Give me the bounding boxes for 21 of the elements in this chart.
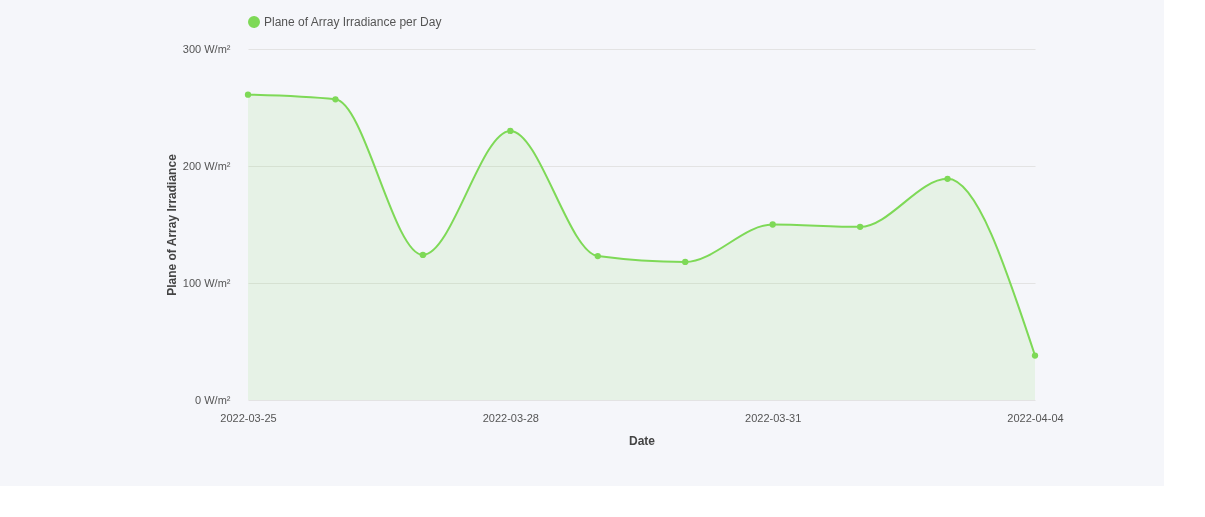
point — [332, 96, 339, 103]
x-tick-label: 2022-03-25 — [220, 411, 277, 424]
x-tick-label: 2022-04-04 — [1007, 411, 1064, 424]
point — [682, 258, 689, 266]
point — [769, 221, 776, 228]
point — [507, 127, 514, 135]
y-tick-label: 0 W/m² — [195, 393, 231, 406]
y-tick-label: 300 W/m² — [182, 42, 231, 55]
x-axis-title: Date — [628, 433, 656, 448]
point — [944, 175, 951, 183]
point — [1031, 352, 1039, 359]
y-tick-label: 200 W/m² — [182, 159, 231, 172]
point — [594, 252, 601, 260]
y-tick-label: 100 W/m² — [182, 276, 231, 289]
point — [244, 91, 252, 98]
x-tick-label: 2022-03-31 — [745, 411, 802, 424]
point — [419, 251, 427, 259]
y-axis-title: Plane of Array Irradiance — [164, 153, 179, 296]
legend-label: Plane of Array Irradiance per Day — [264, 15, 442, 29]
x-tick-label: 2022-03-28 — [482, 411, 539, 424]
point — [856, 223, 864, 230]
